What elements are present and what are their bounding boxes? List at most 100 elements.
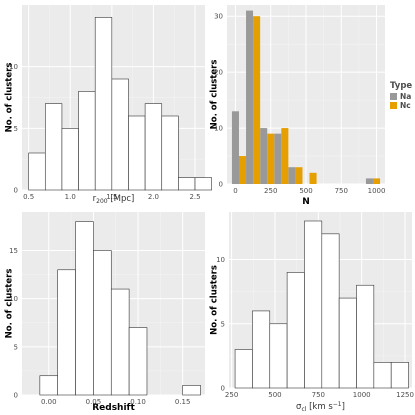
x-tick-labels: 0.00 0.05 0.10 0.15 (41, 398, 190, 406)
x-tick-label: 500 (299, 187, 312, 195)
x-tick-label: 0.10 (130, 398, 146, 406)
x-axis-label-close: ] (342, 402, 345, 412)
histogram-bar (321, 233, 340, 389)
histogram-bar (338, 297, 357, 389)
y-tick-label: 5 (14, 125, 18, 133)
bars (234, 220, 409, 389)
x-tick-labels: 0 250 500 750 1000 (233, 187, 385, 195)
y-tick-label: 0 (14, 187, 18, 195)
x-tick-label: 250 (225, 391, 238, 399)
x-tick-label: 750 (335, 187, 348, 195)
histogram-bar-nc (295, 167, 303, 184)
histogram-bar-nc (253, 16, 261, 184)
x-axis-label: σcl [km s−1] (296, 401, 345, 413)
histogram-bar-na (246, 10, 254, 184)
x-axis-label-main: σ (296, 402, 302, 412)
y-axis-label: No. of clusters (210, 265, 220, 335)
bars (231, 10, 381, 184)
x-axis-label-sup: −1 (333, 401, 342, 408)
histogram-bar (286, 272, 305, 389)
histogram-bar (93, 250, 112, 396)
x-tick-label: 500 (268, 391, 281, 399)
panel-sigma-histogram: 250 500 750 1000 1250 0 5 10 No. of clusters σ… (210, 212, 414, 413)
y-tick-label: 10 (9, 63, 18, 71)
histogram-bar (78, 91, 96, 191)
y-tick-label: 5 (14, 343, 18, 351)
histogram-bar-na (231, 111, 239, 184)
x-axis-label-sub: cl (301, 406, 306, 413)
y-tick-labels: 0 10 20 30 (214, 13, 223, 189)
x-tick-label: 750 (312, 391, 325, 399)
histogram-bar (194, 177, 212, 191)
y-tick-label: 20 (214, 69, 223, 77)
histogram-bar (373, 362, 392, 389)
histogram-bar-nc (281, 128, 289, 184)
histogram-bar (252, 310, 271, 389)
histogram-bar (182, 385, 201, 396)
histogram-bar (94, 17, 113, 191)
x-tick-label: 1000 (353, 391, 371, 399)
x-tick-label: 1.0 (65, 193, 76, 201)
panel-N-histogram: 0 250 500 750 1000 0 10 20 30 No. of clusters N… (210, 5, 412, 207)
y-tick-label: 10 (216, 256, 225, 264)
x-tick-label: 1250 (396, 391, 414, 399)
x-tick-label: 250 (264, 187, 277, 195)
legend-key-na (390, 93, 397, 100)
legend-key-nc (390, 102, 397, 109)
histogram-bar (356, 284, 375, 389)
histogram-bar (128, 115, 146, 191)
bars (39, 221, 201, 396)
x-axis-label-rest: [Mpc] (108, 194, 135, 204)
y-tick-label: 0 (219, 181, 223, 189)
x-tick-label: 1.5 (106, 193, 117, 201)
x-tick-label: 1000 (368, 187, 386, 195)
x-axis-label-main: r (93, 194, 97, 204)
histogram-bar-na (260, 128, 268, 184)
histogram-bar-na (288, 167, 296, 184)
x-axis-label: Redshift (92, 403, 135, 413)
y-axis-label: No. of clusters (210, 60, 220, 130)
x-axis-label-sub: 200 (96, 198, 108, 205)
histogram-bar (44, 103, 63, 191)
y-tick-label: 0 (221, 385, 225, 393)
x-tick-label: 0.5 (23, 193, 34, 201)
histogram-bar (304, 220, 323, 389)
y-tick-label: 30 (214, 13, 223, 21)
histogram-bar (75, 221, 94, 396)
histogram-bar (128, 327, 148, 396)
histogram-bar-nc (238, 156, 247, 184)
y-tick-labels: 0 5 10 (216, 256, 225, 392)
y-tick-label: 0 (14, 392, 18, 400)
panel-r200-histogram: 0.5 1.0 1.5 2.0 2.5 0 5 10 No. of clusters r20… (5, 5, 212, 205)
bars (28, 17, 212, 191)
histogram-bar (110, 288, 130, 396)
histogram-bar-nc (267, 133, 275, 184)
y-tick-labels: 0 5 10 15 (9, 247, 18, 399)
x-axis-label: N (302, 197, 310, 207)
x-tick-label: 0 (233, 187, 237, 195)
x-axis-label-rest: [km s (306, 402, 333, 412)
histogram-bar (269, 323, 288, 389)
y-tick-label: 5 (221, 320, 225, 328)
x-tick-labels: 250 500 750 1000 1250 (225, 391, 414, 399)
x-tick-label: 0.05 (86, 398, 102, 406)
histogram-bar-na (274, 133, 282, 184)
histogram-bar (144, 103, 163, 191)
x-tick-labels: 0.5 1.0 1.5 2.0 2.5 (23, 193, 201, 201)
histogram-bar-nc (309, 172, 317, 184)
legend-label-nc: Nc (400, 101, 411, 110)
histogram-bar (178, 177, 196, 191)
histogram-bar (28, 152, 46, 191)
legend-title: Type (390, 81, 412, 91)
histogram-bar-nc (373, 178, 381, 184)
histogram-bar (61, 128, 79, 191)
histogram-bar (161, 115, 179, 191)
histogram-bar (39, 375, 59, 396)
y-axis-label: No. of clusters (5, 63, 15, 133)
x-tick-label: 2.5 (189, 193, 200, 201)
y-axis-label: No. of clusters (5, 269, 15, 339)
histogram-bar (111, 78, 129, 191)
histogram-bar (234, 349, 253, 389)
